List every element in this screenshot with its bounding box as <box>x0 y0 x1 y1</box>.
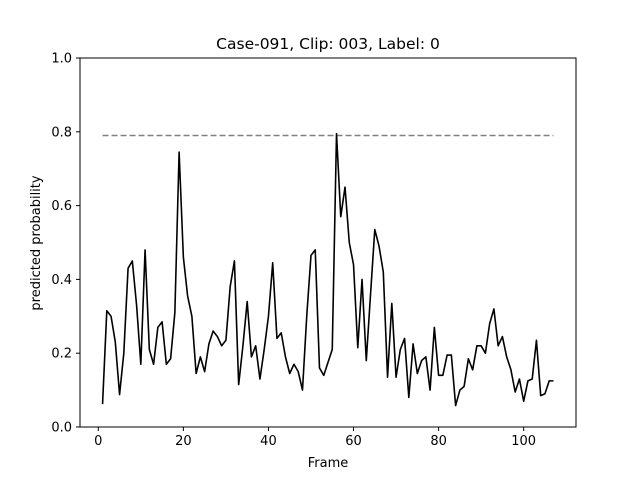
x-tick-label: 0 <box>94 434 102 449</box>
x-tick-label: 60 <box>345 434 362 449</box>
y-tick-label: 1.0 <box>51 52 72 67</box>
chart-title: Case-091, Clip: 003, Label: 0 <box>216 35 440 53</box>
x-tick-label: 80 <box>430 434 447 449</box>
y-tick-label: 0.0 <box>51 421 72 436</box>
y-tick-label: 0.4 <box>51 273 72 288</box>
y-tick-label: 0.6 <box>51 199 72 214</box>
y-axis-label: predicted probability <box>29 175 44 310</box>
x-tick-label: 100 <box>511 434 536 449</box>
x-axis-label: Frame <box>308 456 349 471</box>
x-tick-label: 20 <box>175 434 192 449</box>
y-tick-label: 0.8 <box>51 125 72 140</box>
y-tick-label: 0.2 <box>51 347 72 362</box>
x-tick-label: 40 <box>260 434 277 449</box>
